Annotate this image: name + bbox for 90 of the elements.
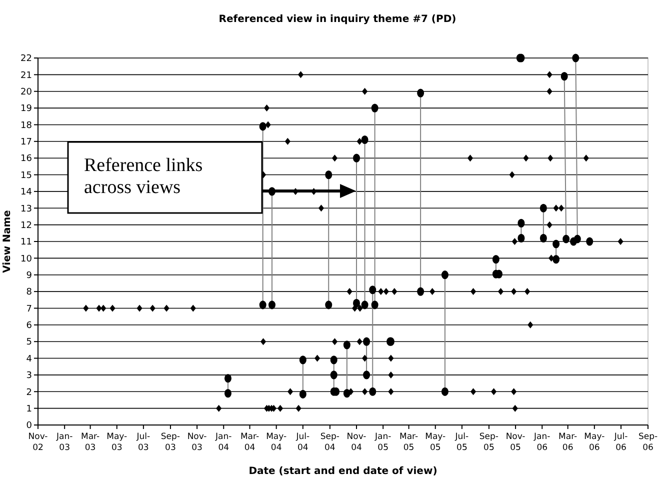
point: [417, 88, 424, 98]
x-tick-label: Jul-05: [454, 432, 469, 453]
point: [371, 300, 378, 310]
point: [570, 237, 577, 246]
y-tick-label: 4: [26, 354, 32, 364]
y-tick-label: 20: [20, 88, 32, 98]
point: [369, 286, 376, 294]
y-tick-label: 2: [26, 388, 32, 398]
x-tick-label: Jul-06: [613, 432, 628, 453]
x-tick-label: Nov-02: [28, 432, 48, 453]
point: [325, 300, 332, 310]
point: [299, 390, 306, 398]
point: [417, 287, 424, 296]
point: [361, 300, 368, 310]
y-tick-label: 8: [26, 288, 32, 298]
y-tick-label: 14: [20, 188, 32, 198]
y-tick-label: 0: [26, 421, 32, 432]
x-tick-label: Mar-03: [81, 432, 100, 453]
chart-title: Referenced view in inquiry theme #7 (PD): [218, 14, 456, 25]
x-tick-label: Jul-03: [136, 432, 150, 453]
point: [441, 387, 448, 396]
point: [343, 340, 350, 350]
y-tick-label: 17: [20, 138, 32, 148]
x-tick-label: May-06: [584, 432, 605, 453]
point: [330, 370, 338, 380]
point: [586, 237, 594, 246]
point: [369, 387, 376, 396]
point: [363, 337, 370, 346]
y-tick-label: 7: [26, 304, 32, 314]
y-tick-label: 18: [20, 120, 32, 131]
point: [268, 300, 276, 310]
x-tick-label: Jul-04: [295, 432, 310, 453]
point: [259, 122, 266, 131]
point: [330, 356, 338, 364]
y-tick-label: 21: [20, 70, 32, 81]
y-tick-label: 22: [20, 54, 32, 64]
y-tick-label: 13: [20, 204, 32, 214]
point: [552, 255, 560, 264]
x-tick-label: Jan-04: [214, 432, 232, 453]
x-tick-label: Jan-03: [55, 432, 73, 453]
point: [343, 389, 350, 398]
x-tick-label: May-04: [266, 432, 287, 453]
point: [371, 104, 378, 112]
y-tick-label: 9: [26, 271, 32, 282]
y-tick-label: 16: [20, 154, 32, 164]
x-tick-label: Mar-06: [558, 432, 578, 453]
x-tick-label: Sep-06: [638, 432, 658, 453]
x-tick-label: May-05: [425, 432, 446, 453]
point: [552, 240, 560, 248]
y-axis-title: View Name: [2, 210, 13, 273]
x-tick-label: Sep-03: [160, 432, 180, 453]
point: [562, 234, 570, 244]
point: [572, 54, 580, 62]
x-tick-label: Nov-04: [346, 432, 366, 453]
point: [518, 234, 525, 242]
y-tick-label: 1: [26, 404, 32, 414]
point: [361, 135, 368, 144]
x-tick-label: Mar-04: [240, 432, 260, 453]
point: [325, 170, 332, 180]
x-tick-label: Jan-06: [533, 432, 550, 453]
x-tick-label: Sep-05: [479, 432, 499, 453]
point: [540, 204, 547, 212]
y-tick-label: 5: [26, 338, 32, 348]
point: [560, 72, 568, 81]
point: [363, 370, 370, 380]
y-tick-label: 11: [20, 238, 32, 248]
x-axis-title: Date (start and end date of view): [248, 466, 438, 477]
x-tick-label: Nov-03: [187, 432, 207, 453]
x-tick-label: Jan-05: [374, 432, 392, 453]
point: [224, 374, 232, 383]
y-tick-label: 12: [20, 220, 32, 231]
y-tick-label: 19: [20, 104, 32, 114]
point: [259, 300, 266, 310]
x-tick-label: Mar-05: [400, 432, 418, 453]
y-tick-label: 3: [26, 371, 32, 382]
y-tick-label: 10: [20, 254, 32, 264]
point: [518, 218, 525, 228]
point: [299, 356, 306, 364]
point: [492, 255, 500, 264]
point: [441, 270, 448, 280]
y-tick-label: 15: [20, 170, 32, 181]
x-tick-label: May-03: [106, 432, 128, 453]
point: [353, 298, 360, 308]
x-tick-label: Sep-04: [320, 432, 340, 453]
point: [540, 234, 547, 242]
point: [353, 154, 360, 162]
x-tick-label: Nov-05: [506, 432, 526, 453]
point: [224, 389, 232, 398]
annotation: Reference links across views: [84, 155, 203, 198]
y-tick-label: 6: [26, 321, 32, 332]
